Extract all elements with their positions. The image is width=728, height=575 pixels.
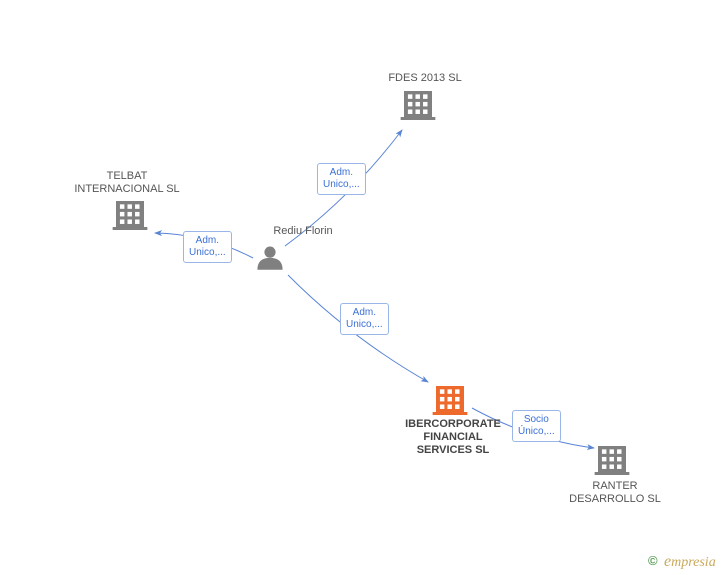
node-label: IBERCORPORATE FINANCIAL SERVICES SL	[398, 418, 508, 458]
edge-label: SocioÚnico,...	[512, 410, 561, 442]
edge-label: Adm.Unico,...	[183, 231, 232, 263]
node-label: TELBAT INTERNACIONAL SL	[62, 170, 192, 196]
person-icon	[257, 247, 282, 270]
building-icon	[401, 91, 436, 120]
edge-label: Adm.Unico,...	[340, 303, 389, 335]
edges-layer	[155, 130, 594, 448]
building-icon	[433, 386, 468, 415]
node-label: RANTER DESARROLLO SL	[560, 480, 670, 506]
building-icon	[595, 446, 630, 475]
edge-label: Adm.Unico,...	[317, 163, 366, 195]
building-icon	[113, 201, 148, 230]
node-label: Rediu Florin	[253, 225, 353, 238]
copyright-symbol: ©	[648, 553, 658, 568]
watermark-text: empresia	[664, 553, 716, 571]
node-label: FDES 2013 SL	[370, 72, 480, 85]
